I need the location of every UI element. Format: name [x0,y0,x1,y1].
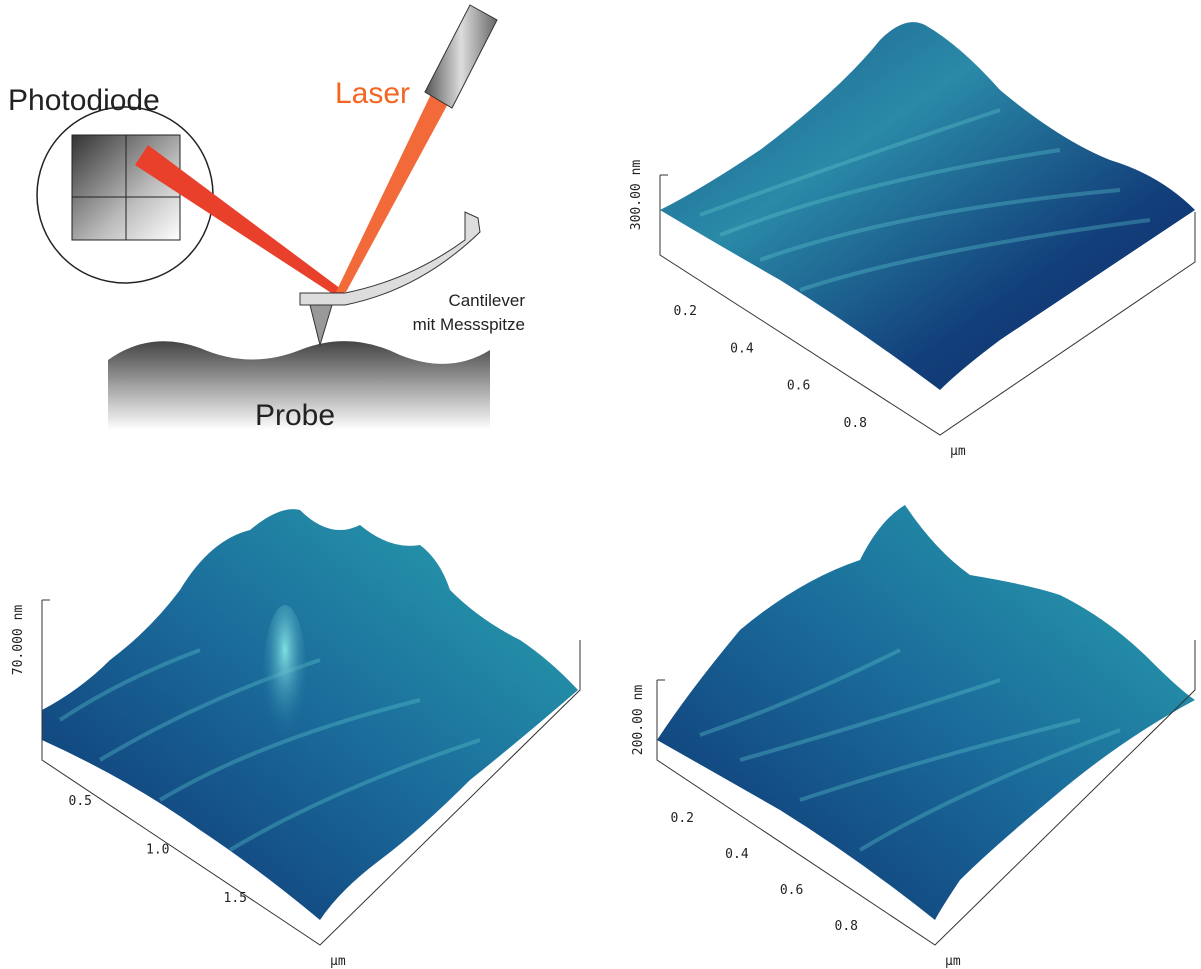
tip [310,305,332,345]
laser-label: Laser [335,77,410,110]
afm-plot: 0.2 0.4 0.6 0.8 µm 300.00 nm [629,22,1195,459]
cantilever-label: Cantilever [448,291,525,310]
tick-label: 0.4 [725,847,749,862]
tick-label: 0.4 [730,341,754,356]
tick-label: 0.6 [780,883,803,898]
unit-label: µm [950,444,966,459]
tick-label: 1.0 [146,843,169,858]
tick-label: 0.2 [674,304,697,319]
z-label: 300.00 nm [629,160,644,231]
unit-label: µm [330,954,346,969]
surface [660,22,1195,390]
laser-head [425,5,497,108]
tick-label: 0.6 [787,379,810,394]
surface [42,509,578,920]
photodiode-label: Photodiode [8,84,160,117]
tick-label: 0.5 [69,794,92,809]
afm-schematic: Photodiode Laser Cantilever mit Messspit… [8,5,525,432]
probe-label: Probe [255,399,335,432]
z-label: 200.00 nm [631,685,646,756]
cantilever-label: mit Messspitze [413,315,525,334]
figure: Photodiode Laser Cantilever mit Messspit… [0,0,1201,969]
tick-label: 0.8 [835,919,858,934]
tick-label: 0.8 [844,416,867,431]
unit-label: µm [945,954,961,969]
afm-plot: 0.5 1.0 1.5 µm 70.000 nm [11,509,580,969]
surface-peak [263,605,307,755]
tick-label: 1.5 [224,891,247,906]
tick-label: 0.2 [671,811,694,826]
z-label: 70.000 nm [11,605,26,676]
afm-plot: 0.2 0.4 0.6 0.8 µm 200.00 nm [631,505,1195,969]
